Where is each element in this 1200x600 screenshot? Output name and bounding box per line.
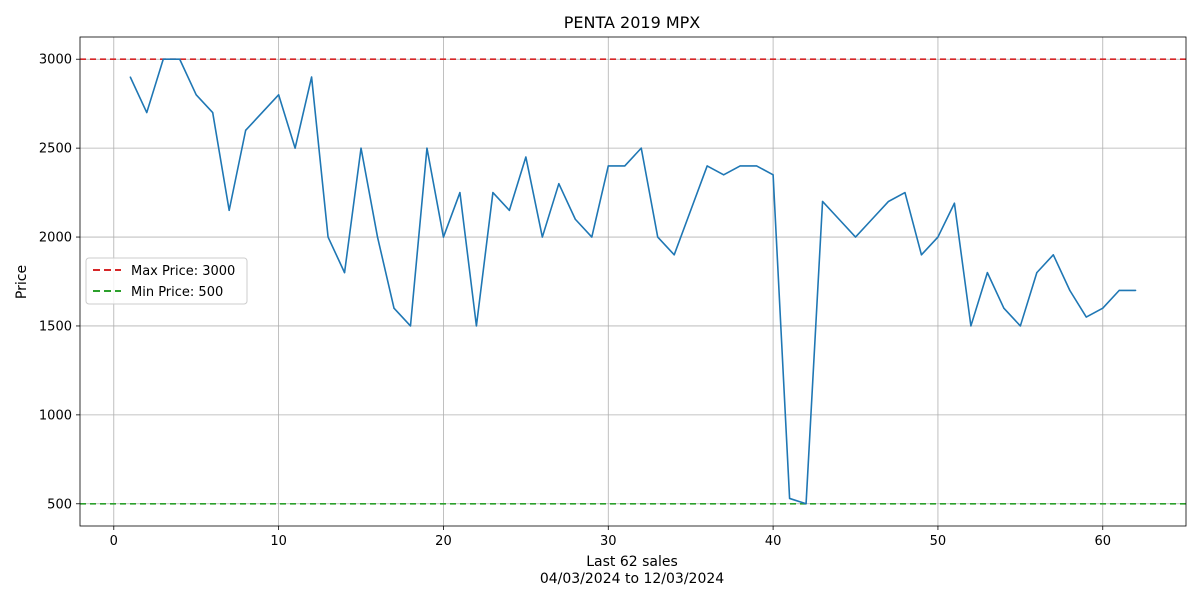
data-point xyxy=(591,236,593,238)
data-point xyxy=(343,272,346,274)
x-tick-label: 30 xyxy=(600,534,617,549)
data-point xyxy=(1069,289,1071,291)
data-point xyxy=(986,272,988,274)
data-point xyxy=(1085,316,1087,318)
y-axis-ticks: 500 1000 1500 2000 2500 3000 xyxy=(39,53,80,512)
data-point xyxy=(607,165,609,167)
data-point xyxy=(821,200,824,203)
x-axis-sublabel: 04/03/2024 to 12/03/2024 xyxy=(540,571,724,587)
data-point xyxy=(525,156,527,158)
data-point xyxy=(1102,307,1104,309)
data-point xyxy=(739,165,741,167)
y-tick-label: 1500 xyxy=(39,319,72,334)
data-point xyxy=(920,254,923,256)
data-point xyxy=(624,165,626,167)
y-tick-label: 3000 xyxy=(39,53,72,68)
legend-max-label: Max Price: 3000 xyxy=(131,264,235,279)
data-point xyxy=(871,218,873,220)
x-tick-label: 20 xyxy=(435,534,452,549)
data-point xyxy=(1003,307,1005,309)
data-point xyxy=(640,147,642,149)
data-point xyxy=(228,209,230,211)
data-point xyxy=(146,111,148,114)
x-tick-label: 60 xyxy=(1094,534,1111,549)
y-tick-label: 500 xyxy=(47,497,72,512)
x-tick-label: 40 xyxy=(765,534,782,549)
legend-min-label: Min Price: 500 xyxy=(131,285,223,300)
data-point xyxy=(1118,289,1120,291)
data-point xyxy=(360,147,362,149)
data-point xyxy=(558,183,560,185)
data-point xyxy=(129,76,131,78)
data-point xyxy=(327,236,329,238)
data-point xyxy=(657,236,659,238)
data-point xyxy=(970,325,972,327)
data-point xyxy=(788,497,791,500)
data-point xyxy=(294,147,296,149)
data-point xyxy=(690,209,692,211)
data-point xyxy=(541,236,543,238)
data-point xyxy=(459,191,461,194)
data-point xyxy=(887,200,890,203)
data-point xyxy=(442,236,445,238)
y-tick-label: 1000 xyxy=(39,408,72,423)
x-axis-label: Last 62 sales xyxy=(586,554,678,570)
data-point xyxy=(1036,272,1038,274)
legend-box xyxy=(85,257,248,305)
y-tick-label: 2000 xyxy=(39,231,72,246)
data-point xyxy=(261,111,263,114)
data-point xyxy=(1135,289,1137,291)
data-point xyxy=(805,503,807,505)
chart-title: PENTA 2019 MPX xyxy=(564,13,701,32)
data-point xyxy=(772,174,774,176)
data-point xyxy=(838,218,840,220)
data-point xyxy=(706,165,708,167)
data-point xyxy=(162,58,164,60)
data-point xyxy=(953,202,956,204)
x-tick-label: 50 xyxy=(930,534,947,549)
data-point xyxy=(492,191,494,194)
data-point xyxy=(376,236,379,238)
data-point xyxy=(673,254,675,256)
data-point xyxy=(409,325,412,327)
y-tick-label: 2500 xyxy=(39,142,72,157)
data-point xyxy=(426,147,428,149)
data-point xyxy=(310,76,313,78)
data-point xyxy=(1019,325,1021,327)
data-point xyxy=(508,209,510,211)
series-layer xyxy=(129,58,1137,505)
data-point xyxy=(393,307,395,309)
data-point xyxy=(245,129,247,131)
data-point xyxy=(475,325,478,327)
x-tick-label: 10 xyxy=(270,534,287,549)
legend: Max Price: 3000 Min Price: 500 xyxy=(85,257,248,305)
data-point xyxy=(212,111,214,114)
data-point xyxy=(179,58,181,60)
data-point xyxy=(937,236,939,238)
data-point xyxy=(723,174,725,176)
y-axis-label: Price xyxy=(14,265,30,299)
data-point xyxy=(756,165,758,167)
price-series-line xyxy=(129,58,1136,505)
data-point xyxy=(1052,254,1054,256)
data-point xyxy=(278,94,280,96)
data-point xyxy=(574,218,576,220)
x-tick-label: 0 xyxy=(110,534,118,549)
data-point xyxy=(195,94,197,96)
x-axis-ticks: 0 10 20 30 40 50 60 xyxy=(110,526,1111,549)
data-point xyxy=(854,236,857,238)
plot-area-frame xyxy=(79,36,1187,527)
data-point xyxy=(904,191,906,194)
reference-lines xyxy=(80,58,1186,505)
